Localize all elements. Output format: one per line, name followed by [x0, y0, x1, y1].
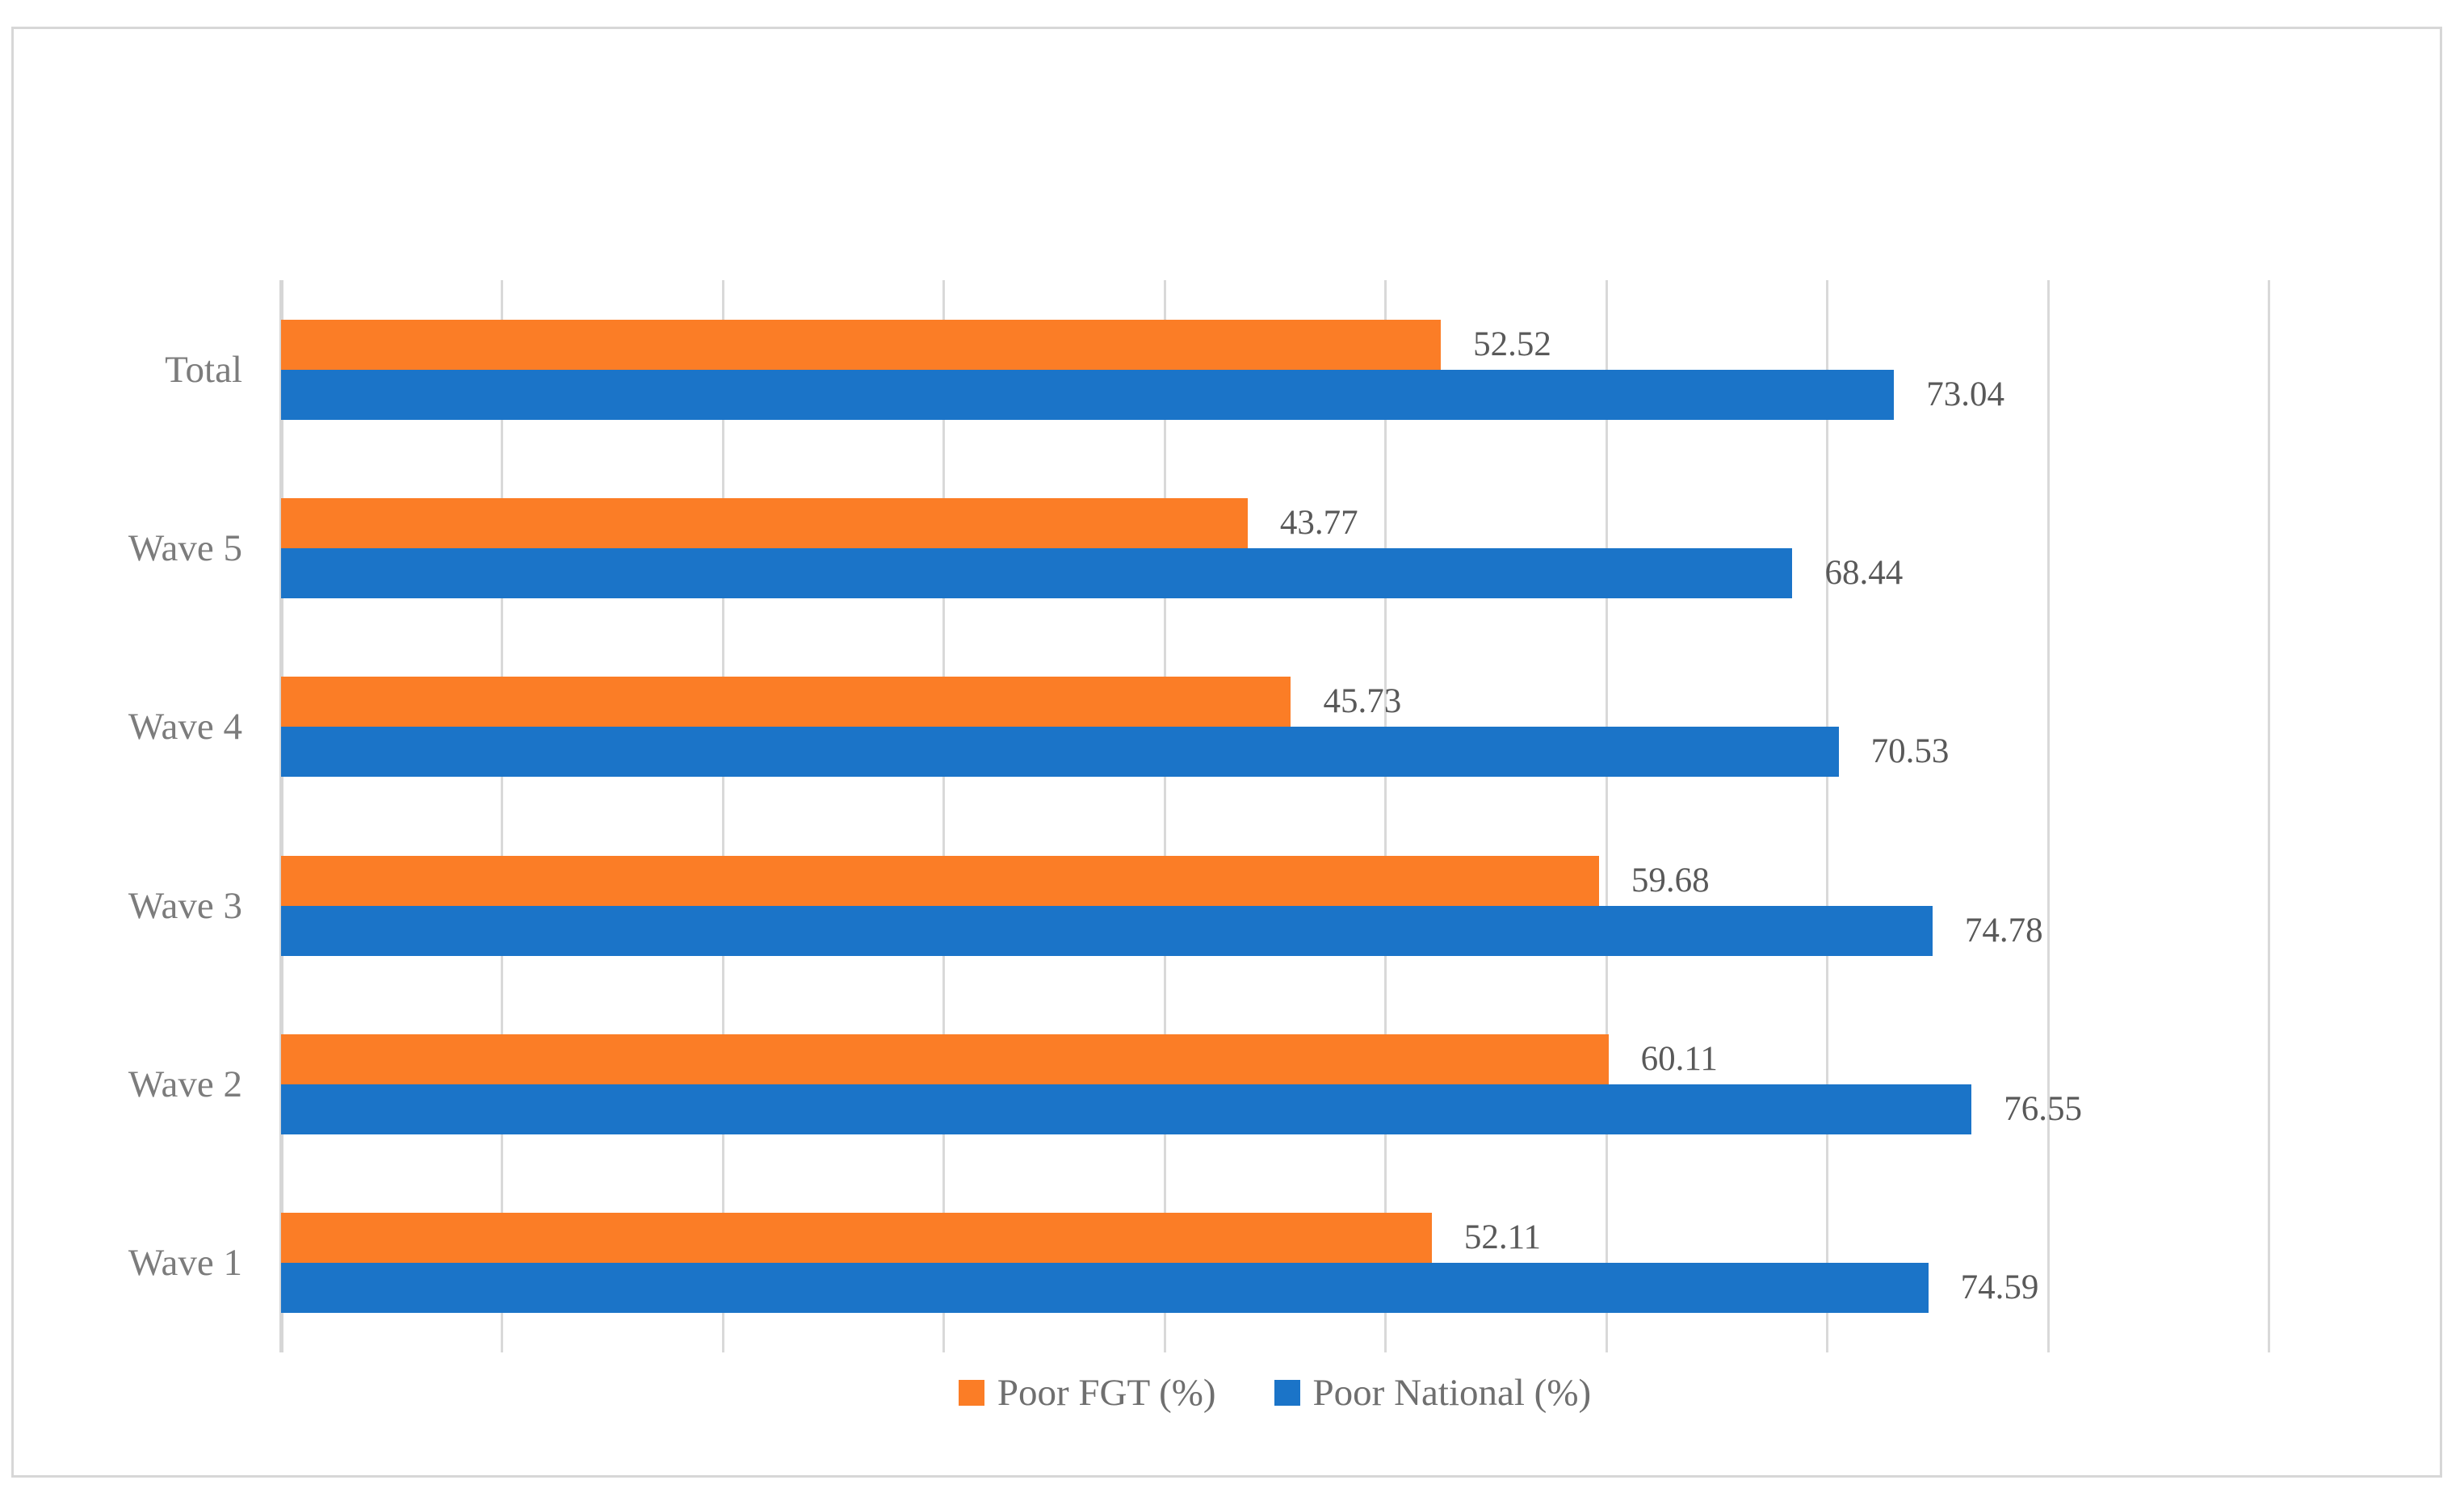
legend-swatch-poor-fgt	[958, 1380, 984, 1406]
gridline-x-30	[942, 280, 946, 1352]
data-label-poor-fgt-wave-3: 59.68	[1631, 861, 1710, 899]
gridline-x-50	[1384, 280, 1387, 1352]
data-label-poor-fgt-wave-1: 52.11	[1463, 1218, 1542, 1257]
category-label-wave-5: Wave 5	[128, 526, 242, 569]
y-axis-line	[279, 280, 283, 1352]
bar-poor-national-wave-2	[281, 1084, 1972, 1134]
bar-poor-national-wave-1	[281, 1263, 1929, 1314]
chart-row-wave-4: Wave 4 45.73 70.53	[128, 638, 2269, 816]
chart-legend: Poor FGT (%) Poor National (%)	[281, 1367, 2269, 1419]
chart-row-total: Total 52.52 73.04	[165, 280, 2269, 459]
plot-area: Total 52.52 73.04 Wave 5 43.77 68.44 Wave 4 45.…	[128, 280, 2270, 1352]
legend-label-poor-fgt: Poor FGT (%)	[997, 1371, 1216, 1414]
gridline-x-60	[1605, 280, 1608, 1352]
gridline-x-90	[2268, 280, 2270, 1352]
chart-row-wave-1: Wave 1 52.11 74.59	[128, 1174, 2269, 1352]
bar-poor-fgt-wave-5	[281, 497, 1248, 548]
bar-poor-fgt-wave-3	[281, 855, 1599, 906]
category-label-wave-3: Wave 3	[128, 884, 242, 927]
data-label-poor-national-total: 73.04	[1926, 375, 2004, 413]
data-label-poor-fgt-wave-5: 43.77	[1279, 503, 1358, 542]
gridline-x-20	[721, 280, 724, 1352]
data-label-poor-national-wave-3: 74.78	[1964, 911, 2043, 950]
chart-row-wave-2: Wave 2 60.11 76.55	[128, 995, 2269, 1173]
legend-entry-poor-fgt: Poor FGT (%)	[958, 1371, 1216, 1414]
legend-label-poor-national: Poor National (%)	[1312, 1371, 1592, 1414]
bar-poor-national-wave-5	[281, 547, 1793, 598]
bar-poor-national-wave-4	[281, 727, 1839, 778]
data-label-poor-national-wave-5: 68.44	[1824, 553, 1904, 592]
gridline-x-10	[501, 280, 504, 1352]
data-label-poor-national-wave-1: 74.59	[1960, 1268, 2039, 1307]
legend-entry-poor-national: Poor National (%)	[1274, 1371, 1592, 1414]
data-label-poor-national-wave-2: 76.55	[2004, 1089, 2082, 1128]
data-label-poor-fgt-total: 52.52	[1473, 325, 1551, 363]
legend-swatch-poor-national	[1274, 1380, 1300, 1406]
data-label-poor-national-wave-4: 70.53	[1870, 732, 1950, 771]
chart-row-wave-5: Wave 5 43.77 68.44	[128, 459, 2269, 637]
bar-poor-fgt-total	[281, 319, 1442, 370]
bar-poor-national-total	[281, 369, 1895, 420]
category-label-wave-1: Wave 1	[128, 1242, 242, 1285]
bar-poor-national-wave-3	[281, 905, 1933, 956]
data-label-poor-fgt-wave-4: 45.73	[1323, 682, 1402, 721]
bar-poor-fgt-wave-2	[281, 1034, 1609, 1084]
category-label-total: Total	[165, 348, 242, 391]
category-label-wave-4: Wave 4	[128, 706, 242, 748]
bar-poor-fgt-wave-1	[281, 1213, 1432, 1264]
bar-poor-fgt-wave-4	[281, 677, 1291, 727]
gridline-x-70	[1826, 280, 1829, 1352]
gridline-x-80	[2046, 280, 2050, 1352]
chart-row-wave-3: Wave 3 59.68 74.78	[128, 816, 2269, 995]
gridline-x-40	[1163, 280, 1166, 1352]
data-label-poor-fgt-wave-2: 60.11	[1640, 1039, 1718, 1078]
category-label-wave-2: Wave 2	[128, 1063, 242, 1105]
